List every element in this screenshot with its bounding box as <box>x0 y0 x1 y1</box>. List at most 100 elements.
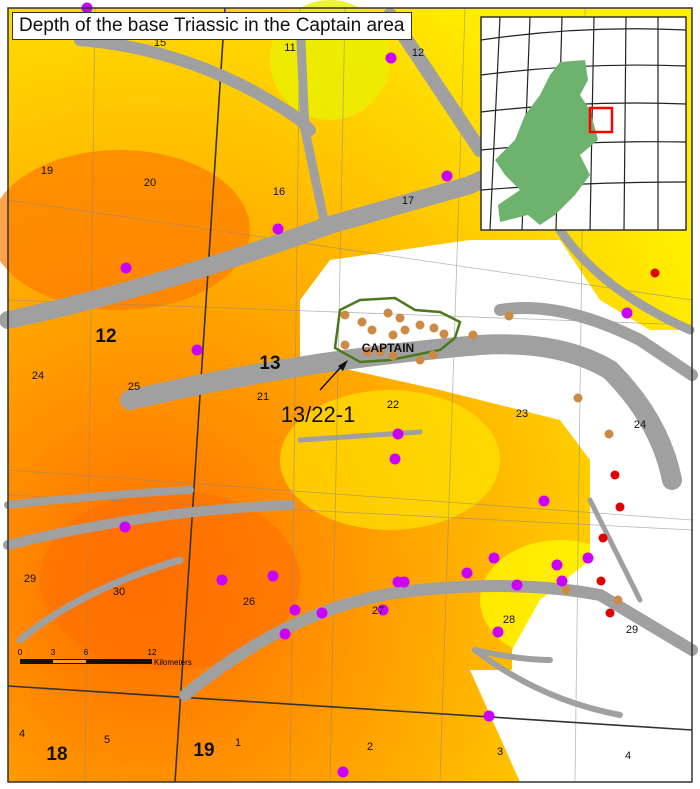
field-well-marker[interactable] <box>415 320 425 330</box>
block-label: 25 <box>128 381 140 393</box>
well-marker[interactable] <box>389 453 401 465</box>
field-well-marker[interactable] <box>395 313 405 323</box>
field-well-marker[interactable] <box>388 351 398 361</box>
well-marker[interactable] <box>551 559 563 571</box>
well-marker[interactable] <box>316 607 328 619</box>
well-marker[interactable] <box>272 223 284 235</box>
fault-line <box>3 500 295 550</box>
field-well-marker[interactable] <box>340 310 350 320</box>
well-marker[interactable] <box>337 766 349 778</box>
field-well-marker[interactable] <box>604 429 614 439</box>
well-marker[interactable] <box>120 262 132 274</box>
block-label: 29 <box>24 573 36 585</box>
scale-tick: 12 <box>148 648 157 657</box>
field-well-marker[interactable] <box>400 325 410 335</box>
block-label: 21 <box>257 391 269 403</box>
scotland-landmass <box>495 60 598 225</box>
well-marker-red[interactable] <box>596 576 606 586</box>
field-well-marker[interactable] <box>375 347 385 357</box>
well-marker[interactable] <box>279 628 291 640</box>
fault-line <box>587 497 643 603</box>
field-well-marker[interactable] <box>613 595 623 605</box>
field-well-marker[interactable] <box>363 347 373 357</box>
well-marker[interactable] <box>441 170 453 182</box>
fault-line <box>472 647 553 663</box>
well-marker[interactable] <box>377 604 389 616</box>
block-label: 15 <box>154 37 166 49</box>
well-marker[interactable] <box>267 570 279 582</box>
well-marker-red[interactable] <box>650 268 660 278</box>
fault-line <box>74 34 316 136</box>
block-label: 2 <box>367 741 373 753</box>
well-marker[interactable] <box>392 428 404 440</box>
field-well-marker[interactable] <box>573 393 583 403</box>
block-label: 17 <box>402 195 414 207</box>
well-marker[interactable] <box>398 576 410 588</box>
well-label: 13/22-1 <box>281 402 356 427</box>
well-marker-red[interactable] <box>610 470 620 480</box>
field-well-marker[interactable] <box>429 323 439 333</box>
field-well-marker[interactable] <box>428 350 438 360</box>
field-label: CAPTAIN <box>362 341 414 355</box>
well-marker[interactable] <box>492 626 504 638</box>
well-marker[interactable] <box>385 52 397 64</box>
block-label: 12 <box>412 47 424 59</box>
map-title: Depth of the base Triassic in the Captai… <box>12 12 412 40</box>
deep-zone <box>40 490 300 670</box>
no-data-area <box>470 670 630 782</box>
scale-tick: 6 <box>84 648 89 657</box>
well-marker[interactable] <box>483 710 495 722</box>
fault-line <box>120 334 682 490</box>
well-marker[interactable] <box>216 574 228 586</box>
quadrant-lines <box>7 7 693 783</box>
faults <box>0 8 698 718</box>
field-well-marker[interactable] <box>468 330 478 340</box>
quadrant-label: 18 <box>46 744 67 765</box>
well-marker-red[interactable] <box>598 533 608 543</box>
field-well-marker[interactable] <box>415 355 425 365</box>
block-label: 19 <box>41 165 53 177</box>
block-label: 22 <box>387 399 399 411</box>
block-label: 28 <box>503 614 515 626</box>
block-label: 4 <box>19 728 25 740</box>
well-marker[interactable] <box>289 604 301 616</box>
fault-line <box>0 166 501 329</box>
block-label: 26 <box>243 596 255 608</box>
field-well-marker[interactable] <box>340 340 350 350</box>
fault-line <box>179 580 698 701</box>
well-marker[interactable] <box>191 344 203 356</box>
well-marker[interactable] <box>119 521 131 533</box>
well-marker[interactable] <box>461 567 473 579</box>
well-pointer-arrow <box>319 367 341 391</box>
block-label: 20 <box>144 177 156 189</box>
well-marker[interactable] <box>488 552 500 564</box>
field-well-marker[interactable] <box>439 329 449 339</box>
field-well-marker[interactable] <box>367 325 377 335</box>
block-label: 4 <box>625 750 631 762</box>
well-marker[interactable] <box>511 579 523 591</box>
well-marker[interactable] <box>621 307 633 319</box>
block-label: 27 <box>372 605 384 617</box>
quadrant-label: 13 <box>259 353 280 374</box>
block-label: 16 <box>273 186 285 198</box>
location-inset <box>480 16 687 231</box>
wells <box>81 2 660 778</box>
scale-unit: Kilometers <box>154 658 192 667</box>
field-well-marker[interactable] <box>388 330 398 340</box>
captain-field-outline[interactable] <box>333 296 462 364</box>
fault-line <box>494 302 698 381</box>
field-well-marker[interactable] <box>357 317 367 327</box>
well-marker-red[interactable] <box>605 608 615 618</box>
block-label: 3 <box>497 746 503 758</box>
field-well-marker[interactable] <box>561 585 571 595</box>
well-marker-red[interactable] <box>615 502 625 512</box>
well-marker[interactable] <box>556 575 568 587</box>
well-marker[interactable] <box>538 495 550 507</box>
field-well-marker[interactable] <box>504 311 514 321</box>
well-marker[interactable] <box>582 552 594 564</box>
block-label: 30 <box>113 586 125 598</box>
block-label: 1 <box>235 737 241 749</box>
field-well-marker[interactable] <box>383 308 393 318</box>
block-label: 11 <box>284 42 295 54</box>
